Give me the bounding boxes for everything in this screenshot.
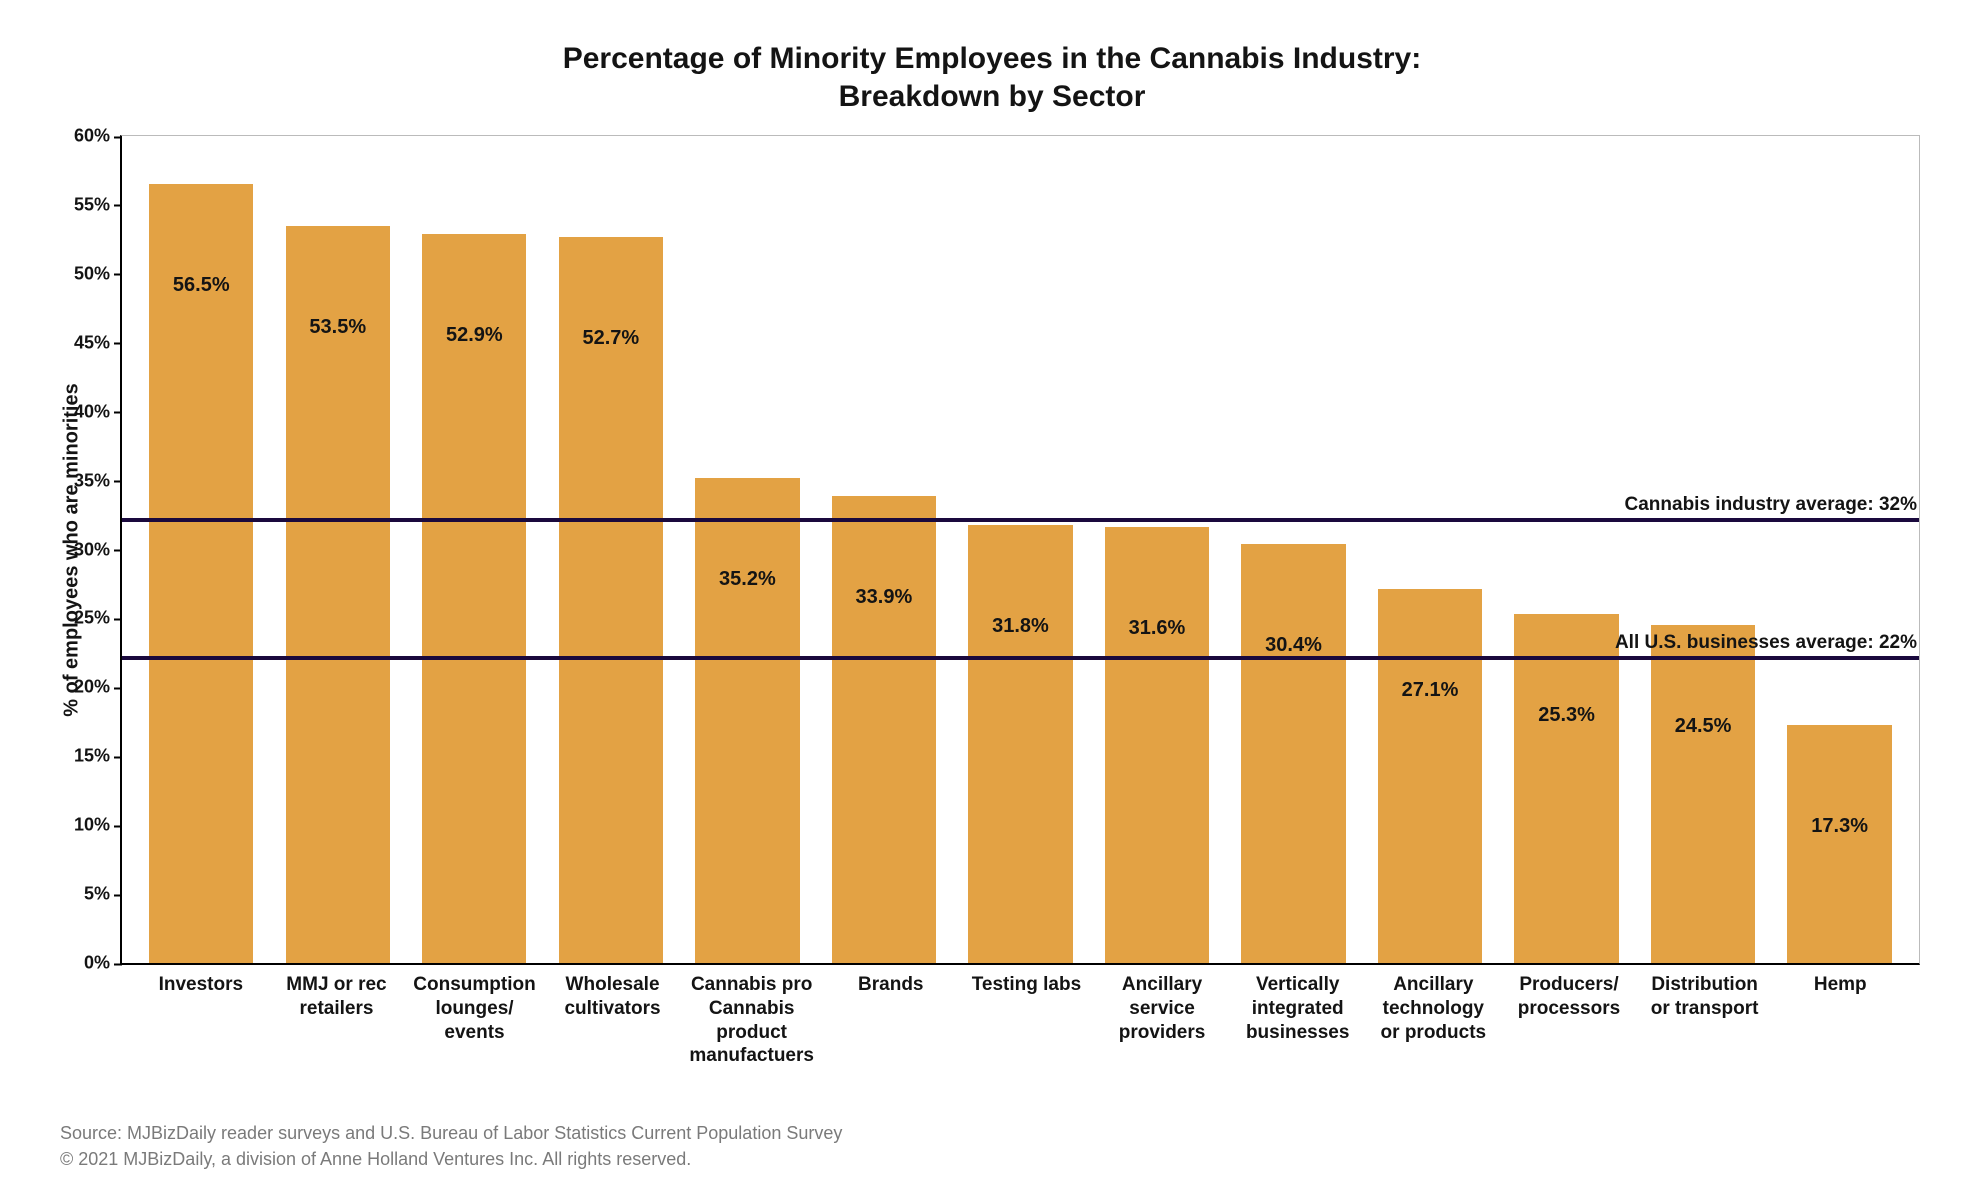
bar-value-label: 52.7%: [582, 327, 639, 350]
plot-area: % of employees who are minorities 56.5%5…: [120, 135, 1920, 965]
chart-title-line1: Percentage of Minority Employees in the …: [563, 42, 1422, 75]
bar-column: 52.7%: [552, 136, 671, 963]
chart-title: Percentage of Minority Employees in the …: [60, 40, 1924, 115]
reference-line: [122, 656, 1919, 660]
bar: 25.3%: [1514, 614, 1618, 963]
bar: 31.8%: [968, 525, 1072, 963]
x-axis-label: Testing labs: [968, 973, 1086, 1068]
y-tick: 25%: [74, 608, 122, 629]
bar-value-label: 53.5%: [309, 316, 366, 339]
y-tick: 50%: [74, 263, 122, 284]
chart-title-line2: Breakdown by Sector: [839, 80, 1146, 113]
x-axis-label: Ancillary service providers: [1103, 973, 1221, 1068]
bar-value-label: 56.5%: [173, 274, 230, 297]
bar: 27.1%: [1378, 589, 1482, 963]
chart-footer: Source: MJBizDaily reader surveys and U.…: [60, 1120, 842, 1172]
bar-column: 25.3%: [1507, 136, 1626, 963]
footer-copyright: © 2021 MJBizDaily, a division of Anne Ho…: [60, 1146, 842, 1172]
footer-source: Source: MJBizDaily reader surveys and U.…: [60, 1120, 842, 1146]
x-labels-group: InvestorsMMJ or rec retailersConsumption…: [142, 963, 1899, 1068]
y-tick: 40%: [74, 401, 122, 422]
x-axis-label: Distribution or transport: [1646, 973, 1764, 1068]
y-tick: 20%: [74, 677, 122, 698]
y-tick: 10%: [74, 815, 122, 836]
bar-value-label: 52.9%: [446, 324, 503, 347]
bar-value-label: 25.3%: [1538, 704, 1595, 727]
bar-column: 24.5%: [1644, 136, 1763, 963]
x-axis-label: Producers/ processors: [1510, 973, 1628, 1068]
x-axis-label: Vertically integrated businesses: [1239, 973, 1357, 1068]
bar-value-label: 31.8%: [992, 615, 1049, 638]
y-tick: 35%: [74, 470, 122, 491]
bar: 17.3%: [1787, 725, 1891, 963]
x-axis-label: Hemp: [1781, 973, 1899, 1068]
bar: 31.6%: [1105, 527, 1209, 963]
bar: 33.9%: [832, 496, 936, 963]
bar-column: 17.3%: [1780, 136, 1899, 963]
bar-value-label: 33.9%: [856, 586, 913, 609]
reference-line-label: All U.S. businesses average: 22%: [1615, 632, 1917, 654]
bar-column: 56.5%: [142, 136, 261, 963]
bar-column: 33.9%: [825, 136, 944, 963]
bars-group: 56.5% 53.5% 52.9% 52.7% 35.2% 33.9% 31.8% 31.6%…: [142, 136, 1899, 963]
bar-value-label: 35.2%: [719, 568, 776, 591]
bar: 56.5%: [149, 184, 253, 963]
bar: 30.4%: [1241, 544, 1345, 963]
bar: 24.5%: [1651, 625, 1755, 963]
chart-container: Percentage of Minority Employees in the …: [0, 0, 1984, 1198]
bar: 52.9%: [422, 234, 526, 963]
x-axis-label: Cannabis pro Cannabis product manufactue…: [689, 973, 814, 1068]
bar-column: 27.1%: [1371, 136, 1490, 963]
y-tick: 30%: [74, 539, 122, 560]
x-axis-label: Ancillary technology or products: [1375, 973, 1493, 1068]
bar: 53.5%: [286, 226, 390, 963]
bar-value-label: 31.6%: [1129, 617, 1186, 640]
y-tick: 5%: [84, 884, 122, 905]
bar-value-label: 30.4%: [1265, 634, 1322, 657]
y-tick: 55%: [74, 194, 122, 215]
bar-column: 31.8%: [961, 136, 1080, 963]
x-axis-label: MMJ or rec retailers: [278, 973, 396, 1068]
reference-line-label: Cannabis industry average: 32%: [1625, 494, 1918, 516]
y-tick: 0%: [84, 953, 122, 974]
bar-column: 52.9%: [415, 136, 534, 963]
y-tick: 15%: [74, 746, 122, 767]
reference-line: [122, 518, 1919, 522]
bar-value-label: 27.1%: [1402, 679, 1459, 702]
bar-column: 31.6%: [1098, 136, 1217, 963]
x-axis-label: Consumption lounges/ events: [413, 973, 535, 1068]
bar: 52.7%: [559, 237, 663, 963]
y-tick: 45%: [74, 332, 122, 353]
x-axis-label: Wholesale cultivators: [554, 973, 672, 1068]
bar-column: 30.4%: [1234, 136, 1353, 963]
bar-value-label: 24.5%: [1675, 715, 1732, 738]
x-axis-label: Brands: [832, 973, 950, 1068]
y-tick: 60%: [74, 126, 122, 147]
bar-value-label: 17.3%: [1811, 815, 1868, 838]
x-axis-label: Investors: [142, 973, 260, 1068]
bar-column: 35.2%: [688, 136, 807, 963]
bar: 35.2%: [695, 478, 799, 963]
bar-column: 53.5%: [279, 136, 398, 963]
